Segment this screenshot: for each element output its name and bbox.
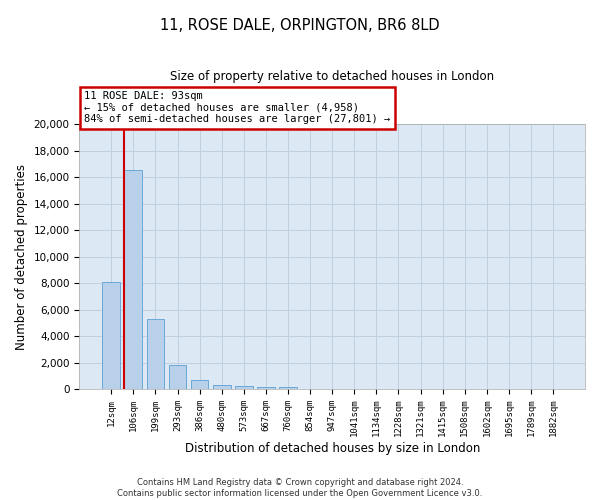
Bar — [213, 385, 230, 389]
Bar — [279, 387, 297, 389]
Title: Size of property relative to detached houses in London: Size of property relative to detached ho… — [170, 70, 494, 83]
X-axis label: Distribution of detached houses by size in London: Distribution of detached houses by size … — [185, 442, 480, 455]
Text: 11, ROSE DALE, ORPINGTON, BR6 8LD: 11, ROSE DALE, ORPINGTON, BR6 8LD — [160, 18, 440, 32]
Text: 11 ROSE DALE: 93sqm
← 15% of detached houses are smaller (4,958)
84% of semi-det: 11 ROSE DALE: 93sqm ← 15% of detached ho… — [85, 91, 391, 124]
Bar — [257, 386, 275, 389]
Text: Contains HM Land Registry data © Crown copyright and database right 2024.
Contai: Contains HM Land Registry data © Crown c… — [118, 478, 482, 498]
Bar — [169, 364, 187, 389]
Bar — [103, 282, 120, 389]
Bar — [191, 380, 208, 389]
Bar — [124, 170, 142, 389]
Bar — [235, 386, 253, 389]
Bar — [146, 319, 164, 389]
Y-axis label: Number of detached properties: Number of detached properties — [15, 164, 28, 350]
